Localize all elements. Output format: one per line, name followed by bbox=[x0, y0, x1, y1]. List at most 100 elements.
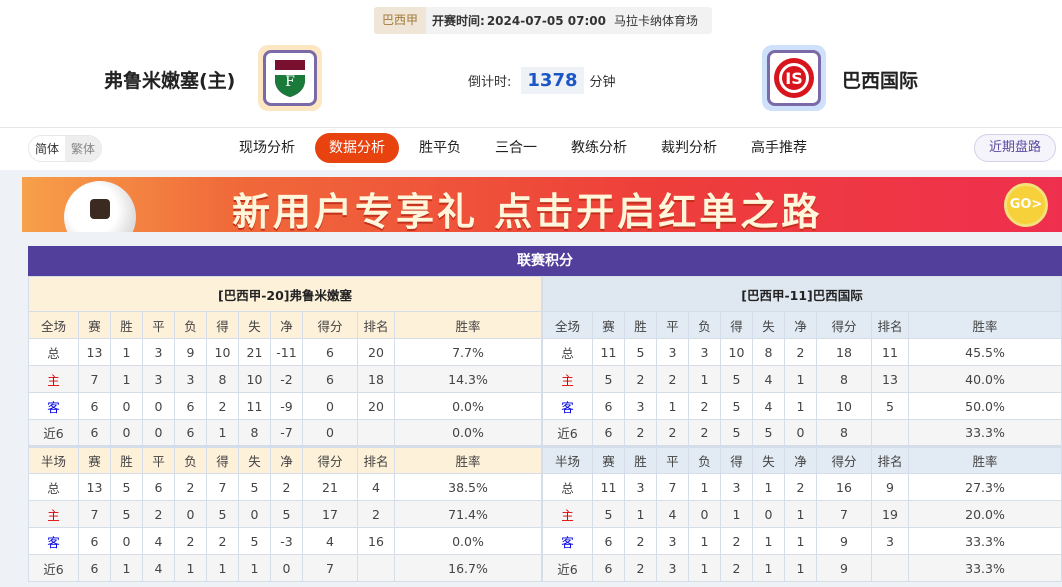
table-cell: 3 bbox=[174, 365, 207, 393]
table-cell: 21 bbox=[238, 338, 271, 366]
table-cell: 9 bbox=[174, 338, 207, 366]
row-label: 客 bbox=[28, 392, 79, 420]
table-cell: 1 bbox=[752, 527, 785, 555]
table-cell: 1 bbox=[688, 554, 721, 582]
table-row: 主 7 1 3 3 8 10 -2 6 18 14.3% bbox=[28, 365, 542, 393]
table-cell: 0 bbox=[302, 392, 358, 420]
table-cell: 1 bbox=[206, 419, 239, 447]
table-cell: 2 bbox=[357, 500, 395, 528]
language-toggle: 简体 繁体 bbox=[28, 135, 103, 162]
lang-simplified[interactable]: 简体 bbox=[35, 142, 60, 156]
table-cell: 45.5% bbox=[908, 338, 1062, 366]
tab-现场分析[interactable]: 现场分析 bbox=[239, 140, 295, 156]
recent-odds-button[interactable]: 近期盘路 bbox=[973, 134, 1056, 162]
table-cell: 13 bbox=[78, 338, 111, 366]
fluminense-crest-icon: F bbox=[275, 60, 305, 97]
home-team-name[interactable]: 弗鲁米嫩塞(主) bbox=[104, 70, 236, 92]
row-label: 近6 bbox=[28, 419, 79, 447]
away-team-logo[interactable]: IS bbox=[762, 45, 826, 111]
row-label: 客 bbox=[542, 392, 593, 420]
row-label: 主 bbox=[28, 500, 79, 528]
away-standings-table: [巴西甲-11]巴西国际 全场赛胜平负得失净得分 排名 胜率总 11 5 3 3 10 8 2 18 1… bbox=[542, 276, 1062, 582]
table-cell: 13 bbox=[78, 473, 111, 501]
lang-traditional[interactable]: 繁体 bbox=[65, 136, 102, 161]
table-cell: 5 bbox=[110, 500, 143, 528]
go-button[interactable]: GO> bbox=[1004, 183, 1048, 227]
table-cell: 2 bbox=[720, 527, 753, 555]
column-header: 半场 bbox=[28, 445, 79, 474]
league-badge[interactable]: 巴西甲 bbox=[374, 7, 427, 34]
table-cell: 4 bbox=[752, 365, 785, 393]
column-header: 得 bbox=[720, 445, 753, 474]
table-cell: 0 bbox=[142, 419, 175, 447]
column-header: 失 bbox=[752, 445, 785, 474]
tab-裁判分析[interactable]: 裁判分析 bbox=[661, 140, 717, 156]
table-cell: 0 bbox=[110, 527, 143, 555]
table-cell: 13 bbox=[871, 365, 909, 393]
table-cell: 11 bbox=[871, 338, 909, 366]
table-cell: 2 bbox=[624, 554, 657, 582]
table-cell: 1 bbox=[624, 500, 657, 528]
table-cell: 9 bbox=[871, 473, 909, 501]
home-team-logo[interactable]: F bbox=[258, 45, 322, 111]
tab-胜平负[interactable]: 胜平负 bbox=[419, 140, 461, 156]
column-header: 失 bbox=[238, 445, 271, 474]
table-cell: 2 bbox=[784, 473, 817, 501]
kickoff-time: 2024-07-05 07:00 bbox=[486, 13, 606, 28]
league-standings: 联赛积分 [巴西甲-20]弗鲁米嫩塞 全场赛胜平负得失净得分 排名 胜率总 13 1 3 9 1… bbox=[28, 246, 1062, 582]
soccer-ball-icon bbox=[64, 181, 136, 232]
table-cell: 0.0% bbox=[394, 419, 542, 447]
table-cell: 1 bbox=[720, 500, 753, 528]
table-cell: -7 bbox=[270, 419, 303, 447]
table-cell bbox=[871, 419, 909, 447]
table-cell: 1 bbox=[688, 365, 721, 393]
column-header-row: 半场赛胜平负得失净得分 排名 胜率 bbox=[28, 445, 542, 474]
tab-教练分析[interactable]: 教练分析 bbox=[571, 140, 627, 156]
table-cell: 0 bbox=[688, 500, 721, 528]
promo-banner[interactable]: 新用户专享礼 点击开启红单之路 GO> bbox=[22, 177, 1062, 232]
row-label: 总 bbox=[542, 338, 593, 366]
table-cell: -3 bbox=[270, 527, 303, 555]
column-header: 胜率 bbox=[908, 445, 1062, 474]
table-cell: 5 bbox=[720, 419, 753, 447]
table-cell: 7.7% bbox=[394, 338, 542, 366]
table-cell: 1 bbox=[110, 365, 143, 393]
table-cell: 2 bbox=[720, 554, 753, 582]
table-cell: 7 bbox=[302, 554, 358, 582]
table-cell: 6 bbox=[302, 365, 358, 393]
table-cell: 33.3% bbox=[908, 419, 1062, 447]
table-cell: 8 bbox=[816, 419, 872, 447]
table-cell: 40.0% bbox=[908, 365, 1062, 393]
row-label: 近6 bbox=[542, 554, 593, 582]
column-header: 赛 bbox=[78, 311, 111, 339]
table-cell: 7 bbox=[78, 500, 111, 528]
row-label: 近6 bbox=[542, 419, 593, 447]
tab-高手推荐[interactable]: 高手推荐 bbox=[751, 140, 807, 156]
table-cell: 3 bbox=[656, 554, 689, 582]
table-cell: 3 bbox=[624, 473, 657, 501]
table-row: 客 6 3 1 2 5 4 1 10 5 50.0% bbox=[542, 392, 1062, 420]
table-cell: 2 bbox=[206, 392, 239, 420]
table-cell: 7 bbox=[656, 473, 689, 501]
column-header: 全场 bbox=[28, 311, 79, 339]
table-cell: 5 bbox=[720, 392, 753, 420]
table-cell: -2 bbox=[270, 365, 303, 393]
table-cell: 11 bbox=[238, 392, 271, 420]
table-cell: 16 bbox=[357, 527, 395, 555]
column-header: 胜 bbox=[624, 445, 657, 474]
home-standings-table: [巴西甲-20]弗鲁米嫩塞 全场赛胜平负得失净得分 排名 胜率总 13 1 3 9 10 21 -1… bbox=[28, 276, 542, 582]
away-team-name[interactable]: 巴西国际 bbox=[842, 70, 919, 92]
countdown-label: 倒计时: bbox=[468, 75, 512, 90]
table-cell: 4 bbox=[357, 473, 395, 501]
tab-三合一[interactable]: 三合一 bbox=[495, 140, 537, 156]
column-header: 胜 bbox=[110, 311, 143, 339]
table-cell: -9 bbox=[270, 392, 303, 420]
column-header: 净 bbox=[270, 311, 303, 339]
table-cell: 7 bbox=[206, 473, 239, 501]
column-header: 失 bbox=[752, 311, 785, 339]
table-cell: 3 bbox=[656, 527, 689, 555]
table-cell: 6 bbox=[142, 473, 175, 501]
tab-数据分析[interactable]: 数据分析 bbox=[315, 133, 399, 163]
table-cell: 11 bbox=[592, 338, 625, 366]
table-row: 总 11 5 3 3 10 8 2 18 11 45.5% bbox=[542, 338, 1062, 366]
